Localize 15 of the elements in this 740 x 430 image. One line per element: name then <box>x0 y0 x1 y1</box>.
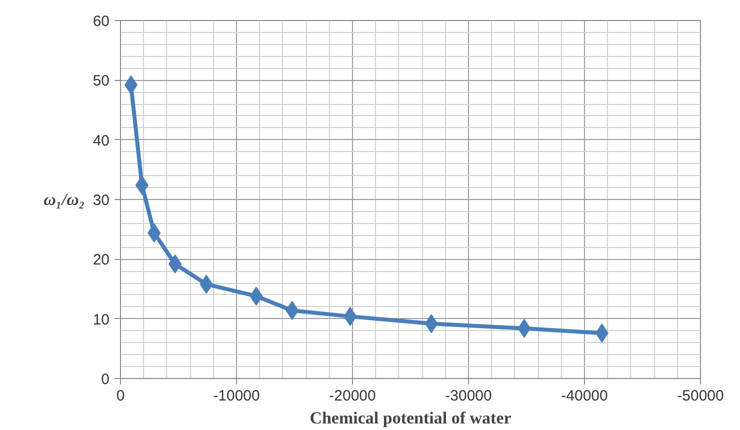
y-tick-label: 30 <box>92 192 110 209</box>
y-tick-label: 60 <box>92 13 110 30</box>
x-tick-label: -20000 <box>329 388 376 404</box>
x-tick-label: -10000 <box>213 388 260 404</box>
x-tick-label: -40000 <box>561 388 608 404</box>
x-axis-title: Chemical potential of water <box>310 408 512 428</box>
y-tick-label: 20 <box>92 252 110 269</box>
x-tick-label: 0 <box>116 388 125 404</box>
y-tick-label: 40 <box>92 132 110 150</box>
y-tick-label: 10 <box>92 311 110 328</box>
x-tick-label: -50000 <box>677 388 724 404</box>
y-axis-title: ω₁/ω₂ <box>44 190 85 209</box>
x-tick-label: -30000 <box>445 388 492 404</box>
y-tick-label: 50 <box>92 72 110 90</box>
y-tick-label: 0 <box>101 371 110 388</box>
